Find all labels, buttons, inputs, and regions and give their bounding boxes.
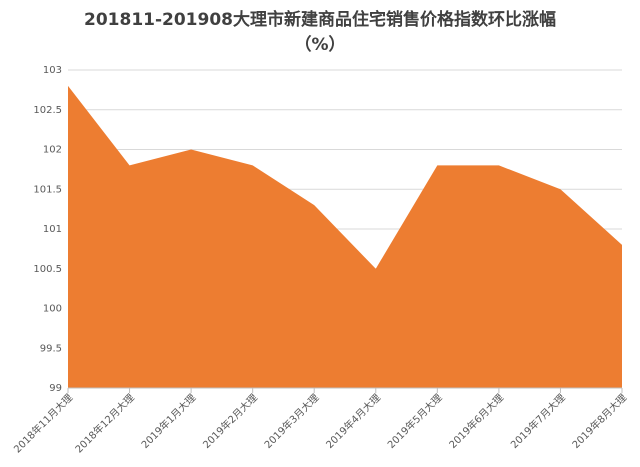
y-tick-label: 101.5 [33, 184, 62, 195]
chart-subtitle: （%） [294, 34, 345, 55]
x-tick-label: 2018年11月大理 [11, 391, 75, 455]
x-tick-label: 2019年1月大理 [138, 391, 198, 451]
y-tick-label: 102.5 [33, 105, 62, 116]
y-tick-label: 100 [43, 304, 62, 315]
x-tick-label: 2019年4月大理 [323, 391, 383, 451]
x-tick-label: 2019年7月大理 [508, 391, 568, 451]
x-tick-label: 2019年2月大理 [200, 391, 260, 451]
y-tick-label: 103 [43, 65, 62, 76]
x-tick-label: 2019年3月大理 [261, 391, 321, 451]
chart-title: 201811-201908大理市新建商品住宅销售价格指数环比涨幅 [84, 9, 556, 30]
y-tick-label: 100.5 [33, 264, 62, 275]
x-tick-label: 2019年5月大理 [385, 391, 445, 451]
x-tick-label: 2019年6月大理 [446, 391, 506, 451]
y-tick-label: 99.5 [40, 343, 62, 354]
area [68, 85, 622, 389]
x-tick-label: 2018年12月大理 [72, 391, 136, 455]
y-tick-label: 101 [43, 224, 62, 235]
y-tick-label: 102 [43, 145, 62, 156]
x-tick-label: 2019年8月大理 [569, 391, 629, 451]
y-tick-label: 99 [49, 383, 62, 394]
